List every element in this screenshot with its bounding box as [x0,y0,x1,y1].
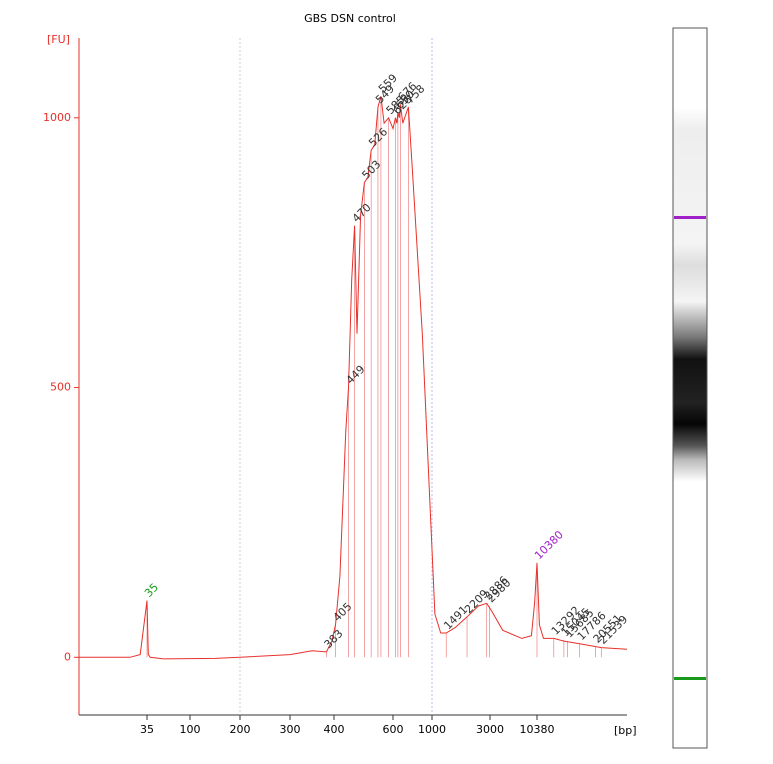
peak-label: 449 [344,363,368,387]
peak-label: 35 [142,581,161,600]
peak-label: 470 [350,201,374,225]
peak-label: 503 [359,158,383,182]
gel-lower-marker [674,677,706,680]
x-tick-label: 200 [230,723,251,736]
x-tick-label: 35 [140,723,154,736]
y-tick-label: 0 [64,650,71,663]
x-tick-label: 300 [280,723,301,736]
y-tick-label: 1000 [43,111,71,124]
gel-lane [672,27,708,749]
x-tick-label: 3000 [476,723,504,736]
peak-label: 2980 [484,576,513,605]
peak-label: 526 [366,125,390,149]
y-tick-label: 500 [50,381,71,394]
trace [79,96,628,660]
peak-label: 383 [322,627,346,651]
x-tick-label: 100 [180,723,201,736]
x-tick-label: 10380 [520,723,555,736]
gel-upper-marker [674,216,706,219]
x-tick-label: 1000 [418,723,446,736]
chart-title: GBS DSN control [304,12,396,25]
x-tick-label: 600 [383,723,404,736]
x-axis-label: [bp] [614,724,637,737]
x-tick-label: 400 [324,723,345,736]
peak-label: 405 [331,600,355,624]
peak-label: 10380 [532,528,566,562]
y-axis-label: [FU] [47,33,70,46]
